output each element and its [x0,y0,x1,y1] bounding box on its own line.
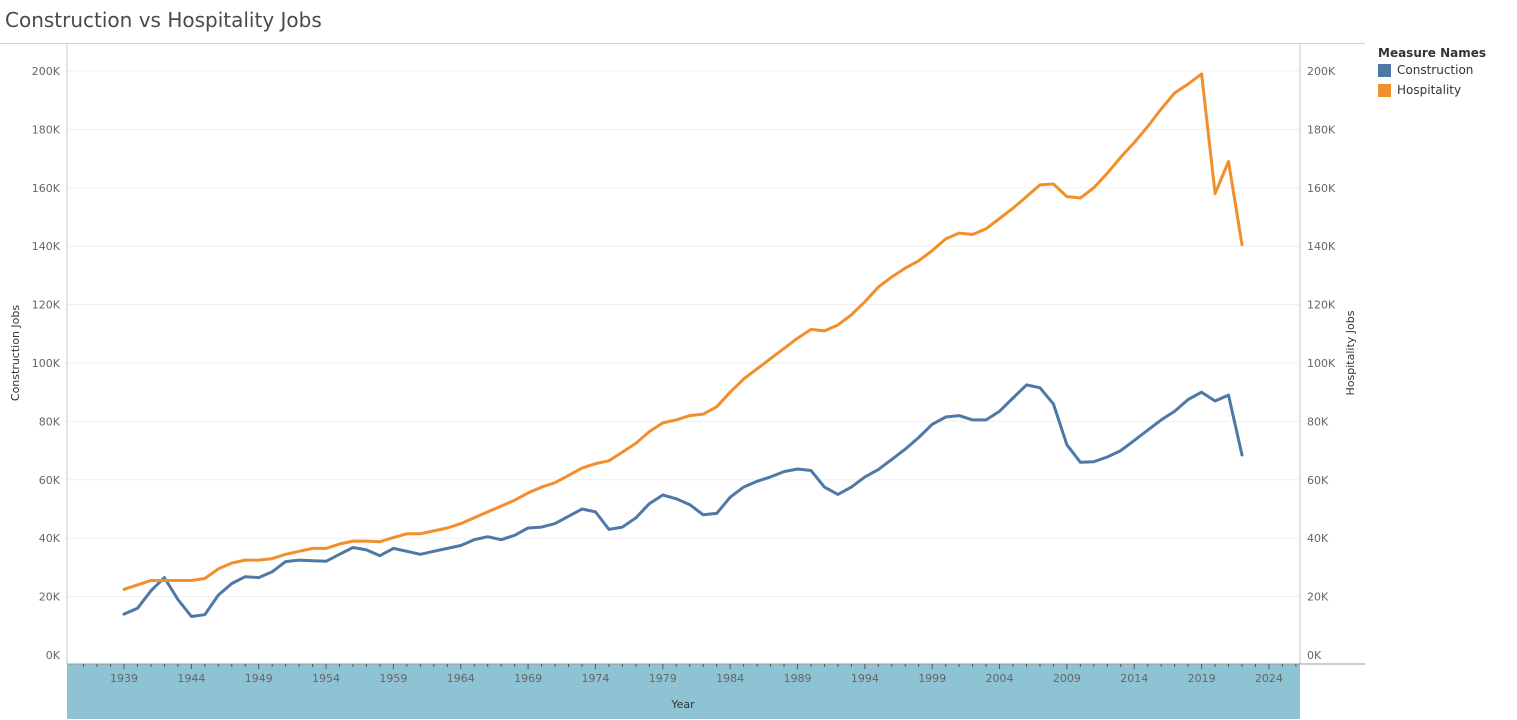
right-y-tick-label: 20K [1307,591,1329,604]
left-y-tick-label: 40K [39,532,61,545]
x-tick-label: 1949 [245,672,273,685]
right-y-tick-labels: 0K 20K 40K 60K 80K 100K 120K 140K 160K 180K 200K [1307,65,1336,662]
left-y-tick-label: 180K [32,123,61,136]
right-y-tick-label: 200K [1307,65,1336,78]
right-y-tick-label: 180K [1307,123,1336,136]
right-y-tick-label: 60K [1307,474,1329,487]
legend-swatch-hospitality [1378,83,1391,97]
left-y-tick-label: 140K [32,240,61,253]
series-line-hospitality[interactable] [122,72,1244,591]
left-y-axis-title: Construction Jobs [9,305,22,401]
x-tick-label: 1994 [851,672,879,685]
legend-label-hospitality: Hospitality [1397,83,1462,97]
x-tick-label: 1974 [581,672,609,685]
x-tick-label: 2009 [1053,672,1081,685]
left-y-tick-label: 20K [39,591,61,604]
legend-title: Measure Names [1378,46,1487,60]
x-tick-label: 1939 [110,672,138,685]
x-tick-label: 1979 [649,672,677,685]
right-y-tick-label: 40K [1307,532,1329,545]
right-y-tick-label: 120K [1307,299,1336,312]
series-line-construction[interactable] [122,383,1244,618]
gridlines [67,70,1300,598]
x-tick-label: 1984 [716,672,744,685]
right-y-tick-label: 80K [1307,415,1329,428]
left-y-tick-label: 100K [32,357,61,370]
left-y-tick-label: 120K [32,299,61,312]
x-axis-title: Year [670,698,695,711]
x-tick-label: 1964 [447,672,475,685]
x-tick-label: 2014 [1120,672,1148,685]
right-y-axis-title: Hospitality Jobs [1344,310,1357,395]
x-tick-label: 1944 [177,672,205,685]
x-axis-band [67,664,1300,719]
x-tick-labels: 1939 1944 1949 1954 1959 1964 1969 1974 1979 1984… [110,672,1283,685]
x-tick-label: 1959 [379,672,407,685]
x-tick-label: 1969 [514,672,542,685]
x-tick-label: 2004 [986,672,1014,685]
x-tick-label: 1989 [784,672,812,685]
left-y-tick-label: 200K [32,65,61,78]
legend-label-construction: Construction [1397,63,1474,77]
left-y-tick-label: 0K [46,649,61,662]
legend: Measure Names Construction Hospitality [1378,46,1486,100]
right-y-tick-label: 160K [1307,182,1336,195]
left-y-tick-label: 80K [39,415,61,428]
right-y-tick-label: 140K [1307,240,1336,253]
right-y-tick-label: 100K [1307,357,1336,370]
left-y-tick-label: 60K [39,474,61,487]
legend-swatch-construction [1378,63,1391,77]
left-y-tick-label: 160K [32,182,61,195]
x-tick-label: 1999 [918,672,946,685]
x-tick-label: 1954 [312,672,340,685]
series-lines [122,72,1244,618]
right-y-tick-label: 0K [1307,649,1322,662]
x-tick-label: 2019 [1188,672,1216,685]
legend-item-construction[interactable]: Construction [1378,60,1486,80]
title-divider [0,43,1365,44]
legend-item-hospitality[interactable]: Hospitality [1378,80,1486,100]
chart-title: Construction vs Hospitality Jobs [5,8,322,32]
x-minor-ticks [83,664,1297,669]
x-tick-label: 2024 [1255,672,1283,685]
left-y-tick-labels: 0K 20K 40K 60K 80K 100K 120K 140K 160K 180K 200K [32,65,61,662]
